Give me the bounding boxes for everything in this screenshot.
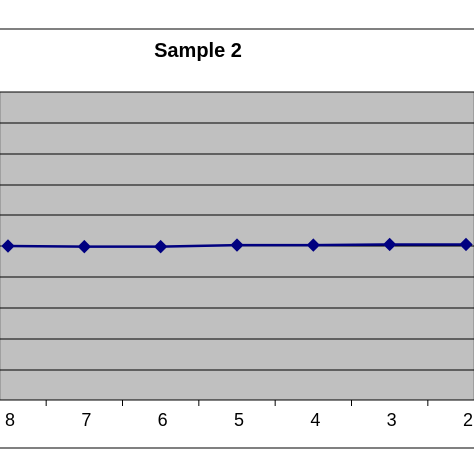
data-point-6 (153, 239, 168, 254)
data-point-8 (1, 239, 15, 253)
x-tick-label-2: 2 (463, 410, 473, 430)
x-tick-label-5: 5 (234, 410, 244, 430)
data-point-3 (382, 237, 397, 252)
data-point-7 (77, 239, 92, 254)
data-point-2 (459, 237, 473, 252)
x-tick-label-8: 8 (5, 410, 15, 430)
x-tick-label-4: 4 (310, 410, 320, 430)
x-tick-label-6: 6 (158, 410, 168, 430)
chart-title: Sample 2 (154, 40, 242, 62)
x-tick-label-3: 3 (387, 410, 397, 430)
data-point-5 (230, 238, 244, 252)
data-point-4 (306, 238, 321, 252)
x-tick-label-7: 7 (81, 410, 91, 430)
